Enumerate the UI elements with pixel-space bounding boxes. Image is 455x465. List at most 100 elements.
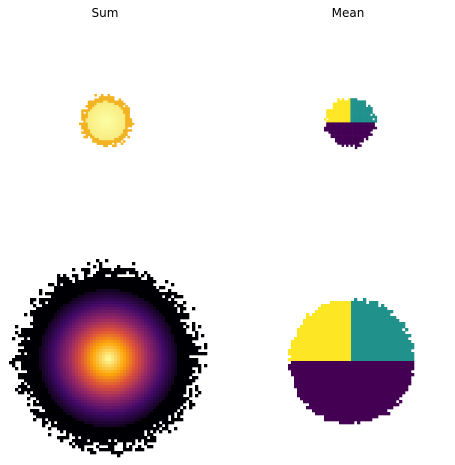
mean-large-cell	[294, 379, 297, 382]
sum-large-cell	[171, 412, 174, 415]
mean-large-cell	[336, 355, 339, 358]
sum-small-cell	[99, 140, 102, 143]
sum-large-cell	[102, 355, 105, 358]
mean-large-cell	[336, 349, 339, 352]
sum-small-cell	[108, 98, 111, 101]
mean-large-cell	[327, 385, 330, 388]
sum-large-cell	[66, 322, 69, 325]
mean-large-cell	[390, 388, 393, 391]
sum-large-cell	[30, 343, 33, 346]
sum-large-cell	[63, 283, 66, 286]
sum-large-cell	[66, 337, 69, 340]
sum-large-cell	[96, 352, 99, 355]
mean-large-cell	[354, 322, 357, 325]
sum-large-cell	[189, 343, 192, 346]
mean-large-cell	[354, 364, 357, 367]
sum-large-cell	[66, 361, 69, 364]
sum-large-cell	[96, 355, 99, 358]
sum-large-cell	[111, 346, 114, 349]
sum-large-cell	[138, 319, 141, 322]
sum-small-cell	[114, 123, 117, 126]
mean-large-cell	[300, 361, 303, 364]
sum-large-cell	[75, 319, 78, 322]
sum-large-cell	[168, 430, 171, 433]
mean-large-cell	[330, 307, 333, 310]
sum-large-cell	[120, 412, 123, 415]
mean-large-heatmap	[288, 298, 414, 424]
sum-large-cell	[54, 367, 57, 370]
sum-large-cell	[60, 319, 63, 322]
mean-large-cell	[372, 358, 375, 361]
sum-large-cell	[189, 334, 192, 337]
mean-large-cell	[315, 397, 318, 400]
sum-large-cell	[72, 397, 75, 400]
mean-large-cell	[384, 370, 387, 373]
mean-small-cell	[337, 136, 340, 139]
sum-small-cell	[114, 116, 117, 119]
mean-small-cell	[361, 131, 364, 134]
mean-large-cell	[381, 313, 384, 316]
sum-small-cell	[103, 145, 106, 148]
mean-large-cell	[375, 415, 378, 418]
sum-large-cell	[180, 343, 183, 346]
mean-large-cell	[309, 361, 312, 364]
mean-large-cell	[348, 301, 351, 304]
mean-small-cell	[331, 109, 334, 112]
sum-large-cell	[159, 343, 162, 346]
mean-large-cell	[366, 358, 369, 361]
mean-large-cell	[330, 358, 333, 361]
mean-large-cell	[306, 388, 309, 391]
mean-large-cell	[360, 391, 363, 394]
mean-large-cell	[354, 418, 357, 421]
sum-large-cell	[57, 298, 60, 301]
sum-large-cell	[183, 367, 186, 370]
sum-large-cell	[123, 421, 126, 424]
mean-small-cell	[355, 105, 358, 108]
sum-large-cell	[183, 331, 186, 334]
sum-large-cell	[159, 319, 162, 322]
mean-large-cell	[327, 361, 330, 364]
mean-large-cell	[369, 304, 372, 307]
mean-large-cell	[342, 397, 345, 400]
mean-large-cell	[294, 364, 297, 367]
sum-large-cell	[57, 400, 60, 403]
sum-small-cell	[101, 103, 104, 106]
sum-large-cell	[120, 427, 123, 430]
sum-large-cell	[108, 283, 111, 286]
mean-small-cell	[350, 120, 353, 123]
sum-large-cell	[72, 358, 75, 361]
sum-large-cell	[111, 328, 114, 331]
sum-large-cell	[102, 376, 105, 379]
sum-large-cell	[24, 364, 27, 367]
sum-large-cell	[39, 412, 42, 415]
mean-small-cell	[350, 103, 353, 106]
sum-large-cell	[84, 397, 87, 400]
sum-large-cell	[84, 295, 87, 298]
sum-small-cell	[97, 138, 100, 141]
sum-large-cell	[147, 322, 150, 325]
sum-large-cell	[180, 400, 183, 403]
sum-large-cell	[102, 277, 105, 280]
sum-large-cell	[39, 337, 42, 340]
mean-large-cell	[357, 370, 360, 373]
sum-large-cell	[180, 328, 183, 331]
mean-large-cell	[318, 343, 321, 346]
sum-large-cell	[117, 349, 120, 352]
sum-large-cell	[156, 418, 159, 421]
mean-large-cell	[351, 382, 354, 385]
sum-small-cell	[123, 125, 126, 128]
mean-large-cell	[327, 406, 330, 409]
sum-large-cell	[123, 328, 126, 331]
mean-large-cell	[351, 373, 354, 376]
mean-large-cell	[354, 382, 357, 385]
sum-large-cell	[84, 331, 87, 334]
sum-large-cell	[162, 319, 165, 322]
mean-large-cell	[378, 373, 381, 376]
sum-large-cell	[156, 307, 159, 310]
mean-large-cell	[378, 355, 381, 358]
sum-large-cell	[63, 319, 66, 322]
sum-small-cell	[119, 109, 122, 112]
sum-large-cell	[45, 307, 48, 310]
mean-large-cell	[357, 361, 360, 364]
sum-large-cell	[123, 406, 126, 409]
